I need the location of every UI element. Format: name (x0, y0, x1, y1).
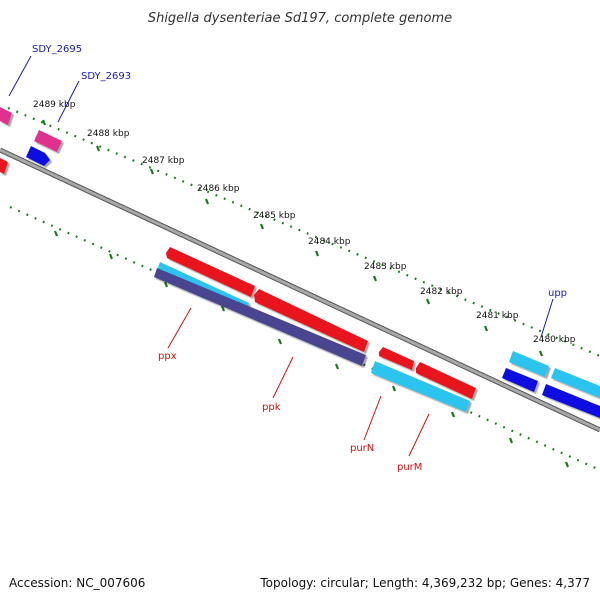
cds-feature (371, 361, 470, 412)
map-title: Shigella dysenteriae Sd197, complete gen… (148, 11, 452, 26)
tick-label: 2488 kbp (87, 129, 130, 139)
tick-label: 2489 kbp (33, 100, 76, 110)
gene-label-upp: upp (548, 288, 567, 299)
forward-features (0, 107, 476, 399)
cds-feature (551, 368, 600, 398)
cds-feature (509, 351, 549, 377)
gene-label-sdy-2693: SDY_2693 (81, 71, 131, 82)
gene-labels: SDY_2695 SDY_2693 upp ppx ppk purN purM (32, 44, 567, 473)
outer-major-ticks (41, 119, 544, 357)
cds-feature (34, 130, 62, 152)
cds-feature (379, 347, 414, 370)
cds-feature (0, 107, 12, 125)
tick-label: 2484 kbp (308, 237, 351, 247)
gene-leaders-blue (8, 55, 554, 338)
cds-feature (502, 368, 538, 392)
genome-backbone (0, 147, 600, 433)
cds-feature (416, 362, 476, 399)
tick-label: 2482 kbp (420, 287, 463, 297)
reverse-features (154, 262, 600, 418)
tick-label: 2483 kbp (364, 262, 407, 272)
tick-label: 2487 kbp (142, 156, 185, 166)
gene-label-ppk: ppk (262, 402, 281, 413)
gene-label-ppx: ppx (158, 351, 177, 362)
cds-feature (542, 384, 600, 418)
tick-label: 2485 kbp (253, 211, 296, 221)
cds-feature (254, 289, 368, 352)
accession-text: Accession: NC_007606 (9, 576, 146, 590)
gene-label-purn: purN (350, 443, 374, 454)
tick-label: 2486 kbp (197, 184, 240, 194)
tick-label: 2480 kbp (533, 335, 576, 345)
cds-feature (166, 247, 255, 297)
tick-labels: 2489 kbp 2488 kbp 2487 kbp 2486 kbp 2485… (33, 100, 576, 345)
cds-feature (0, 158, 8, 174)
gene-label-sdy-2695: SDY_2695 (32, 44, 82, 55)
inner-major-ticks (53, 230, 570, 468)
cds-feature (26, 146, 50, 166)
cds-feature (154, 268, 366, 366)
tick-label: 2481 kbp (476, 311, 519, 321)
topology-text: Topology: circular; Length: 4,369,232 bp… (260, 576, 590, 590)
gene-leaders-red (167, 307, 430, 457)
gene-label-purm: purM (397, 462, 422, 473)
